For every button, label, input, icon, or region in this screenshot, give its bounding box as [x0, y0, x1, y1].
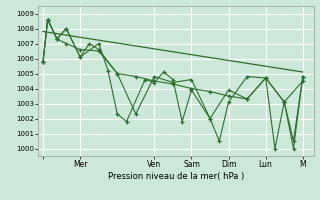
X-axis label: Pression niveau de la mer( hPa ): Pression niveau de la mer( hPa ) — [108, 172, 244, 181]
